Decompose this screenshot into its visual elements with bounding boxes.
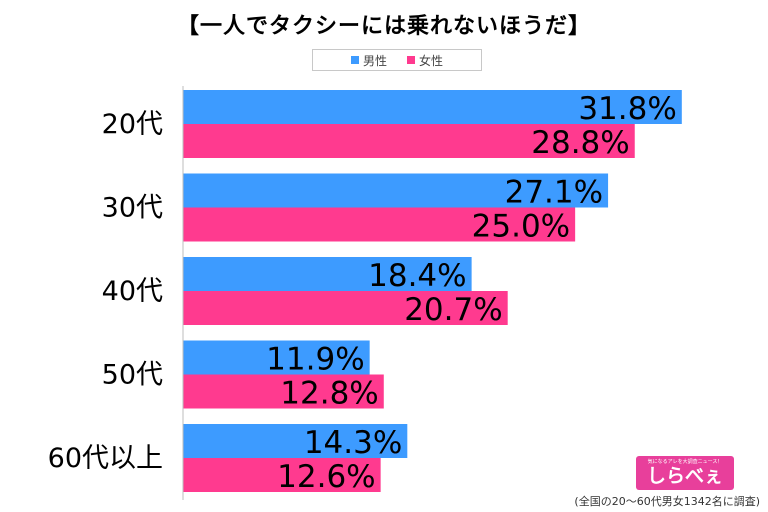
data-label: 12.8% — [280, 376, 378, 412]
shirabee-logo: 気になるアレを大調査ニュース！ しらべぇ — [636, 456, 734, 490]
data-label: 25.0% — [472, 209, 570, 245]
data-label: 11.9% — [266, 342, 364, 378]
bar — [183, 90, 682, 124]
data-label: 18.4% — [368, 258, 466, 294]
legend-entry-female: 女性 — [407, 52, 443, 69]
logo-name: しらべぇ — [646, 465, 723, 487]
bar — [183, 340, 370, 375]
data-label: 20.7% — [404, 292, 502, 328]
category-label: 30代 — [102, 193, 163, 224]
category-label: 40代 — [102, 276, 163, 307]
legend-label-male: 男性 — [362, 53, 387, 68]
data-label: 14.3% — [304, 425, 402, 461]
chart-legend: 男性 女性 — [312, 49, 482, 71]
category-label: 20代 — [102, 109, 163, 140]
category-label: 60代以上 — [48, 443, 163, 474]
bar — [183, 374, 384, 409]
category-label: 50代 — [102, 360, 163, 391]
legend-entry-male: 男性 — [350, 52, 387, 69]
data-label: 28.8% — [531, 125, 629, 161]
chart-title: 【一人でタクシーには乗れないほうだ】 — [176, 14, 591, 39]
bar — [183, 257, 472, 291]
data-label: 27.1% — [505, 175, 603, 211]
bar — [183, 173, 609, 208]
legend-swatch-female — [407, 56, 415, 64]
data-label: 12.6% — [277, 459, 375, 495]
bar — [183, 291, 508, 325]
legend-label-female: 女性 — [419, 53, 444, 68]
data-label: 31.8% — [578, 91, 676, 127]
bar — [183, 458, 381, 492]
logo-tagline: 気になるアレを大調査ニュース！ — [647, 459, 723, 465]
bar — [183, 424, 408, 458]
survey-footnote: (全国の20～60代男女1342名に調査) — [574, 495, 760, 508]
bar — [183, 207, 576, 242]
legend-swatch-male — [350, 56, 359, 64]
bar — [183, 124, 635, 158]
